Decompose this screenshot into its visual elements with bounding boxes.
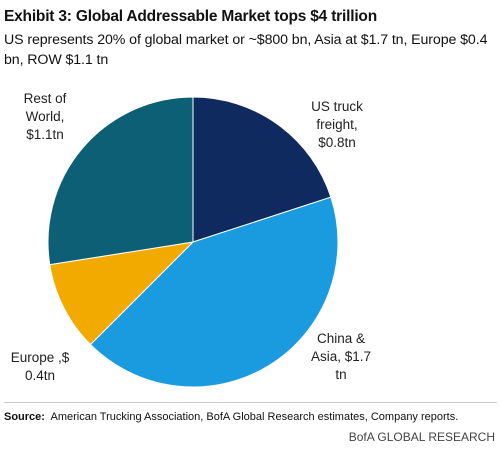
pie-slice	[49, 241, 195, 346]
slice-label-line: Asia, $1.7	[311, 349, 371, 364]
slice-label-line: $0.8tn	[318, 135, 356, 150]
slice-label: US truck freight, $0.8tn	[311, 99, 363, 150]
footer-divider	[4, 402, 497, 403]
pie-slice	[89, 196, 339, 388]
source-label: Source:	[4, 411, 45, 423]
slice-label: Rest of World, $1.1tn	[24, 91, 67, 142]
pie-slice	[192, 96, 332, 243]
slice-label: China & Asia, $1.7 tn	[311, 331, 371, 382]
slice-label-line: $1.1tn	[26, 127, 64, 142]
source-note: Source: American Trucking Association, B…	[4, 411, 458, 423]
pie-labels: US truck freight, $0.8tn China & Asia, $1.7 t…	[11, 91, 371, 383]
brand-mark: BofA GLOBAL RESEARCH	[348, 430, 495, 444]
chart-title: Exhibit 3: Global Addressable Market top…	[4, 8, 377, 25]
slice-label-line: Europe ,$	[11, 350, 70, 365]
slice-label-line: China &	[317, 331, 365, 346]
slice-label: Europe ,$ 0.4tn	[11, 350, 70, 383]
slice-label-line: tn	[335, 367, 346, 382]
slice-label-line: freight,	[316, 117, 357, 132]
slice-label-line: Rest of	[24, 91, 67, 106]
slice-label-line: 0.4tn	[25, 368, 55, 383]
slice-label-line: US truck	[311, 99, 363, 114]
source-text: American Trucking Association, BofA Glob…	[50, 411, 459, 423]
chart-subtitle: US represents 20% of global market or ~$…	[4, 32, 488, 68]
slice-label-line: World,	[26, 109, 65, 124]
pie-slice	[47, 96, 194, 266]
pie-slices	[47, 96, 339, 388]
